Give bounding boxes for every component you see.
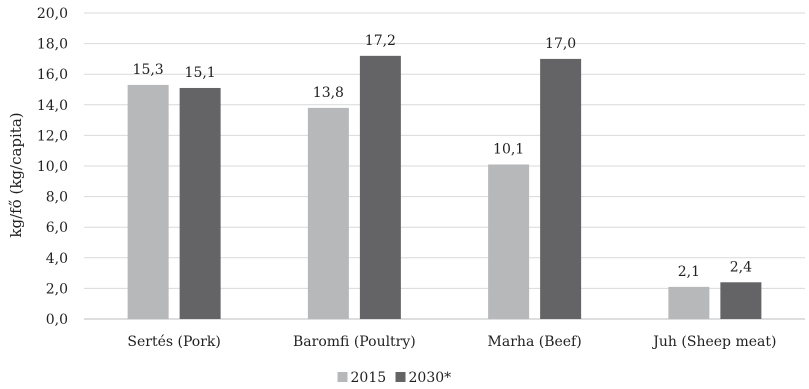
bar	[127, 84, 169, 319]
data-label: 15,3	[133, 62, 164, 78]
data-label: 10,1	[493, 141, 524, 157]
category-label: Baromfi (Poultry)	[293, 334, 416, 350]
data-labels: 15,3 15,1 13,8 17,2 10,1 17,0 2,1 2,4	[133, 33, 753, 280]
bar	[720, 282, 762, 319]
y-tick-label: 16,0	[37, 67, 68, 83]
y-tick-label: 14,0	[37, 98, 68, 114]
bars	[127, 55, 762, 320]
y-axis-label: kg/fő (kg/capita)	[7, 112, 25, 237]
bar	[488, 164, 530, 319]
data-label: 15,1	[185, 65, 216, 81]
x-axis-categories: Sertés (Pork) Baromfi (Poultry) Marha (Bee…	[127, 334, 776, 350]
data-label: 13,8	[313, 85, 344, 101]
y-axis-ticks: 0,0 2,0 4,0 6,0 8,0 10,0 12,0 14,0 16,0 18,0 20,0	[37, 6, 68, 328]
data-label: 17,0	[545, 36, 576, 52]
bar	[540, 58, 582, 320]
y-tick-label: 6,0	[46, 220, 68, 236]
bar	[668, 286, 710, 319]
legend-swatch	[337, 372, 348, 382]
data-label: 2,4	[730, 259, 752, 275]
bar	[359, 55, 401, 320]
y-tick-label: 12,0	[37, 128, 68, 144]
legend-label: 2015	[351, 370, 387, 386]
y-tick-label: 20,0	[37, 6, 68, 22]
bar	[179, 87, 221, 319]
bar	[307, 107, 349, 319]
y-tick-label: 2,0	[46, 281, 68, 297]
legend-swatch	[395, 372, 406, 382]
category-label: Marha (Beef)	[488, 334, 582, 350]
legend-label: 2030*	[409, 370, 452, 386]
y-tick-label: 10,0	[37, 159, 68, 175]
legend: 2015 2030*	[337, 370, 452, 386]
y-tick-label: 18,0	[37, 37, 68, 53]
y-tick-label: 0,0	[46, 312, 68, 328]
data-label: 17,2	[365, 33, 396, 49]
y-tick-label: 8,0	[46, 190, 68, 206]
category-label: Sertés (Pork)	[127, 334, 221, 350]
y-tick-label: 4,0	[46, 251, 68, 267]
data-label: 2,1	[678, 264, 700, 280]
category-label: Juh (Sheep meat)	[651, 334, 776, 350]
